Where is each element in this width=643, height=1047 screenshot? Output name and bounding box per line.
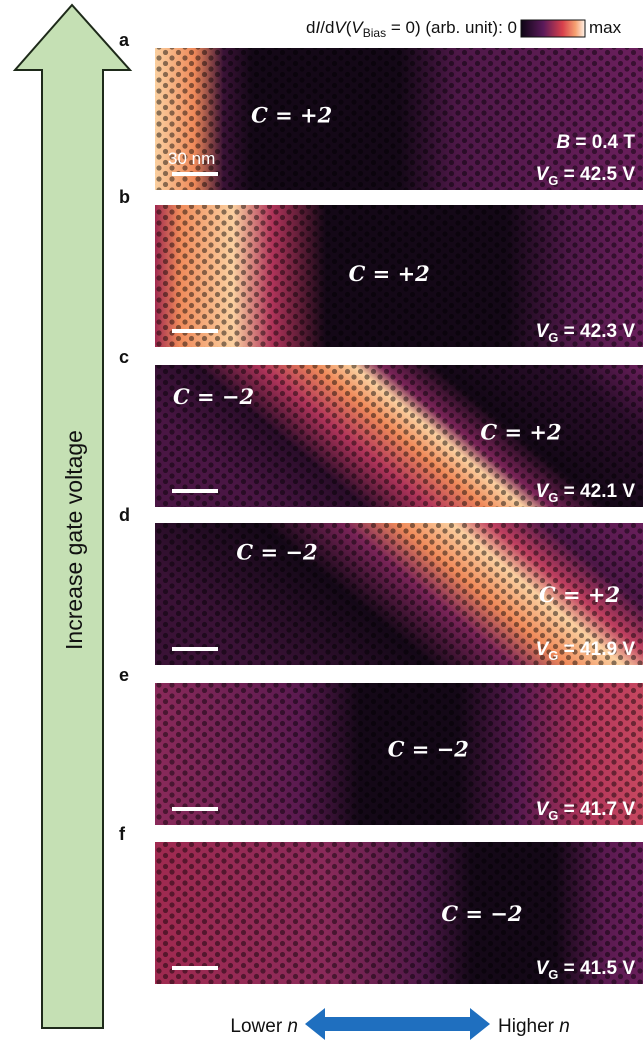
- lattice-texture: [155, 683, 643, 825]
- panel-letter: e: [119, 665, 129, 685]
- text-part: Lower: [230, 1016, 287, 1037]
- chern-label: C = +2: [480, 420, 561, 445]
- chern-label: C = −2: [173, 384, 254, 409]
- text-part: = 42.5 V: [558, 164, 635, 185]
- text-part: V: [536, 321, 550, 342]
- chern-label: C = −2: [441, 901, 522, 926]
- gate-arrow: [12, 3, 133, 1029]
- scale-bar: [172, 647, 218, 651]
- text-part: = 0) (arb. unit):: [386, 18, 507, 37]
- text-part: = 42.1 V: [558, 481, 635, 502]
- text-part: = 42.3 V: [558, 321, 635, 342]
- scale-bar-label: 30 nm: [168, 149, 215, 168]
- panel-letter: d: [119, 505, 130, 525]
- density-arrow: [305, 1008, 490, 1040]
- scale-bar: [172, 966, 218, 970]
- text-part: Higher: [498, 1016, 559, 1037]
- text-part: = 0.4 T: [570, 132, 635, 153]
- lower-label: Lower n: [230, 1016, 298, 1037]
- text-part: I: [315, 18, 320, 37]
- scale-bar: [172, 172, 218, 176]
- lattice-texture: [155, 523, 643, 665]
- text-part: n: [287, 1016, 298, 1037]
- lattice-texture: [155, 365, 643, 507]
- text-part: 0: [508, 18, 517, 37]
- text-part: V: [351, 18, 364, 37]
- text-part: G: [548, 808, 558, 823]
- text-part: G: [548, 330, 558, 345]
- chern-label: C = +2: [251, 103, 332, 128]
- text-part: V: [536, 958, 550, 979]
- text-part: G: [548, 490, 558, 505]
- text-part: V: [536, 481, 550, 502]
- gate-voltage: VG = 42.1 V: [536, 481, 636, 505]
- higher-label: Higher n: [498, 1016, 570, 1037]
- gate-voltage: VG = 41.5 V: [536, 958, 636, 982]
- lattice-texture: [155, 205, 643, 347]
- gate-voltage: VG = 42.5 V: [536, 164, 636, 188]
- text-part: V: [536, 639, 550, 660]
- text-part: = 41.7 V: [558, 799, 635, 820]
- gate-voltage: VG = 42.3 V: [536, 321, 636, 345]
- chern-label: C = −2: [388, 736, 469, 761]
- panels: aC = +2VG = 42.5 V30 nmB = 0.4 TbC = +2V…: [119, 30, 643, 984]
- text-part: = 41.9 V: [558, 639, 635, 660]
- text-part: V: [536, 799, 550, 820]
- text-part: = 41.5 V: [558, 958, 635, 979]
- gate-voltage: VG = 41.7 V: [536, 799, 636, 823]
- lattice-texture: [155, 842, 643, 984]
- text-part: G: [548, 648, 558, 663]
- colorbar-label: dI/dV(VBias = 0) (arb. unit): 0: [306, 18, 517, 40]
- chern-label: C = +2: [349, 261, 430, 286]
- field-label: B = 0.4 T: [556, 132, 635, 153]
- chern-label: C = +2: [539, 582, 620, 607]
- text-part: V: [536, 164, 550, 185]
- chern-label: C = −2: [236, 539, 317, 564]
- panel-letter: a: [119, 30, 130, 50]
- text-part: V: [334, 18, 347, 37]
- scale-bar: [172, 329, 218, 333]
- text-part: Bias: [363, 26, 386, 40]
- text-part: G: [548, 967, 558, 982]
- text-part: G: [548, 173, 558, 188]
- gate-arrow-label: Increase gate voltage: [61, 430, 87, 650]
- gate-voltage: VG = 41.9 V: [536, 639, 636, 663]
- colorbar-max: max: [589, 18, 622, 37]
- text-part: d: [306, 18, 315, 37]
- scale-bar: [172, 489, 218, 493]
- text-part: n: [559, 1016, 570, 1037]
- text-part: (: [346, 18, 352, 37]
- text-part: /d: [320, 18, 334, 37]
- scale-bar: [172, 807, 218, 811]
- lattice-texture: [155, 48, 643, 190]
- colorbar: [520, 19, 586, 38]
- panel-letter: f: [119, 824, 126, 844]
- text-part: B: [556, 132, 570, 153]
- panel-letter: c: [119, 347, 129, 367]
- panel-letter: b: [119, 187, 130, 207]
